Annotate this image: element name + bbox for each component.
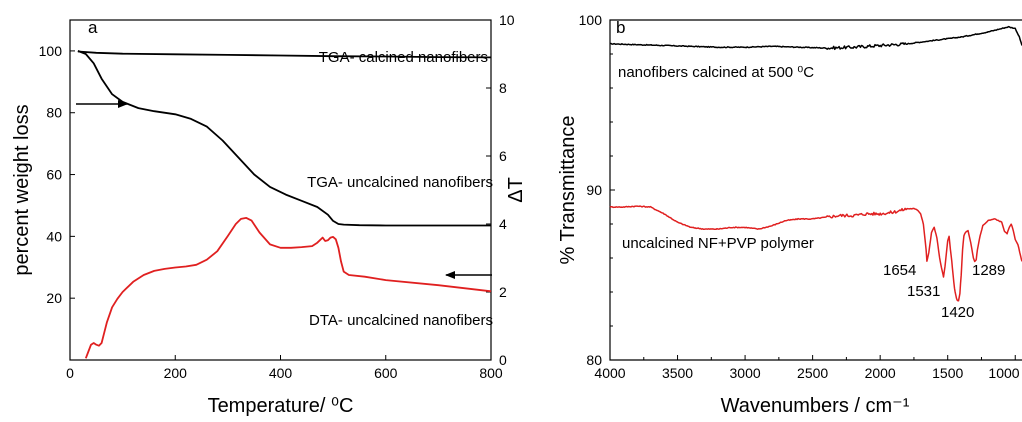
y-tick-label-left: 80 bbox=[46, 105, 62, 121]
panel-b: 4000 3500 3000 2500 2000 1500 1000 80 90 100 Waven… bbox=[557, 12, 1022, 417]
y-tick-label: 80 bbox=[586, 352, 602, 368]
series-line-uncalcined bbox=[609, 205, 1022, 302]
panel-label: a bbox=[88, 18, 98, 37]
y-axis-title-right: ΔT bbox=[505, 177, 527, 203]
y-axis-title-left: percent weight loss bbox=[11, 104, 33, 275]
x-tick-label: 400 bbox=[269, 365, 293, 381]
y-tick-label-right: 10 bbox=[499, 12, 515, 28]
panel-a: 0 200 400 600 800 20 40 60 80 100 0 2 4 6 8 10 Temperatu… bbox=[11, 12, 527, 417]
peak-label-1289: 1289 bbox=[972, 262, 1005, 279]
y-tick-label-left: 20 bbox=[46, 290, 62, 306]
panel-label: b bbox=[616, 18, 625, 37]
x-tick-label: 800 bbox=[479, 365, 503, 381]
x-tick-label: 200 bbox=[164, 365, 188, 381]
y-tick-label-right: 0 bbox=[499, 352, 507, 368]
annotation-tga-calcined: TGA- calcined nanofibers bbox=[319, 49, 488, 66]
y-tick-label-right: 4 bbox=[499, 216, 507, 232]
annotation-calcined: nanofibers calcined at 500 ⁰C bbox=[618, 64, 814, 81]
y-tick-label-right: 2 bbox=[499, 284, 507, 300]
x-tick-label: 1000 bbox=[988, 365, 1019, 381]
peak-label-1654: 1654 bbox=[883, 262, 916, 279]
x-axis-title: Temperature/ ⁰C bbox=[208, 395, 354, 417]
y-tick-label-left: 60 bbox=[46, 167, 62, 183]
x-tick-label: 600 bbox=[374, 365, 398, 381]
x-tick-label: 2000 bbox=[865, 365, 896, 381]
x-tick-label: 4000 bbox=[594, 365, 625, 381]
y-tick-label-right: 8 bbox=[499, 80, 507, 96]
annotation-uncalcined: uncalcined NF+PVP polymer bbox=[622, 235, 814, 252]
series-line-dta-uncalcined bbox=[84, 216, 492, 359]
y-tick-label: 90 bbox=[586, 182, 602, 198]
x-tick-label: 3000 bbox=[730, 365, 761, 381]
x-tick-label: 3500 bbox=[662, 365, 693, 381]
annotation-tga-uncalcined: TGA- uncalcined nanofibers bbox=[307, 174, 493, 191]
x-tick-label: 1500 bbox=[932, 365, 963, 381]
y-tick-label: 100 bbox=[579, 12, 603, 28]
x-tick-label: 2500 bbox=[797, 365, 828, 381]
peak-label-1531: 1531 bbox=[907, 283, 940, 300]
y-tick-label-right: 6 bbox=[499, 148, 507, 164]
peak-label-1420: 1420 bbox=[941, 304, 974, 321]
series-line-tga-uncalcined bbox=[77, 50, 491, 227]
x-tick-label: 0 bbox=[66, 365, 74, 381]
x-axis-title: Wavenumbers / cm⁻¹ bbox=[721, 395, 910, 417]
series-line-tga-calcined bbox=[77, 50, 492, 59]
y-tick-label-left: 40 bbox=[46, 228, 62, 244]
y-tick-label-left: 100 bbox=[39, 43, 63, 59]
y-axis-title: % Transmittance bbox=[557, 116, 579, 265]
series-line-calcined bbox=[610, 25, 1022, 51]
annotation-dta-uncalcined: DTA- uncalcined nanofibers bbox=[309, 312, 493, 329]
